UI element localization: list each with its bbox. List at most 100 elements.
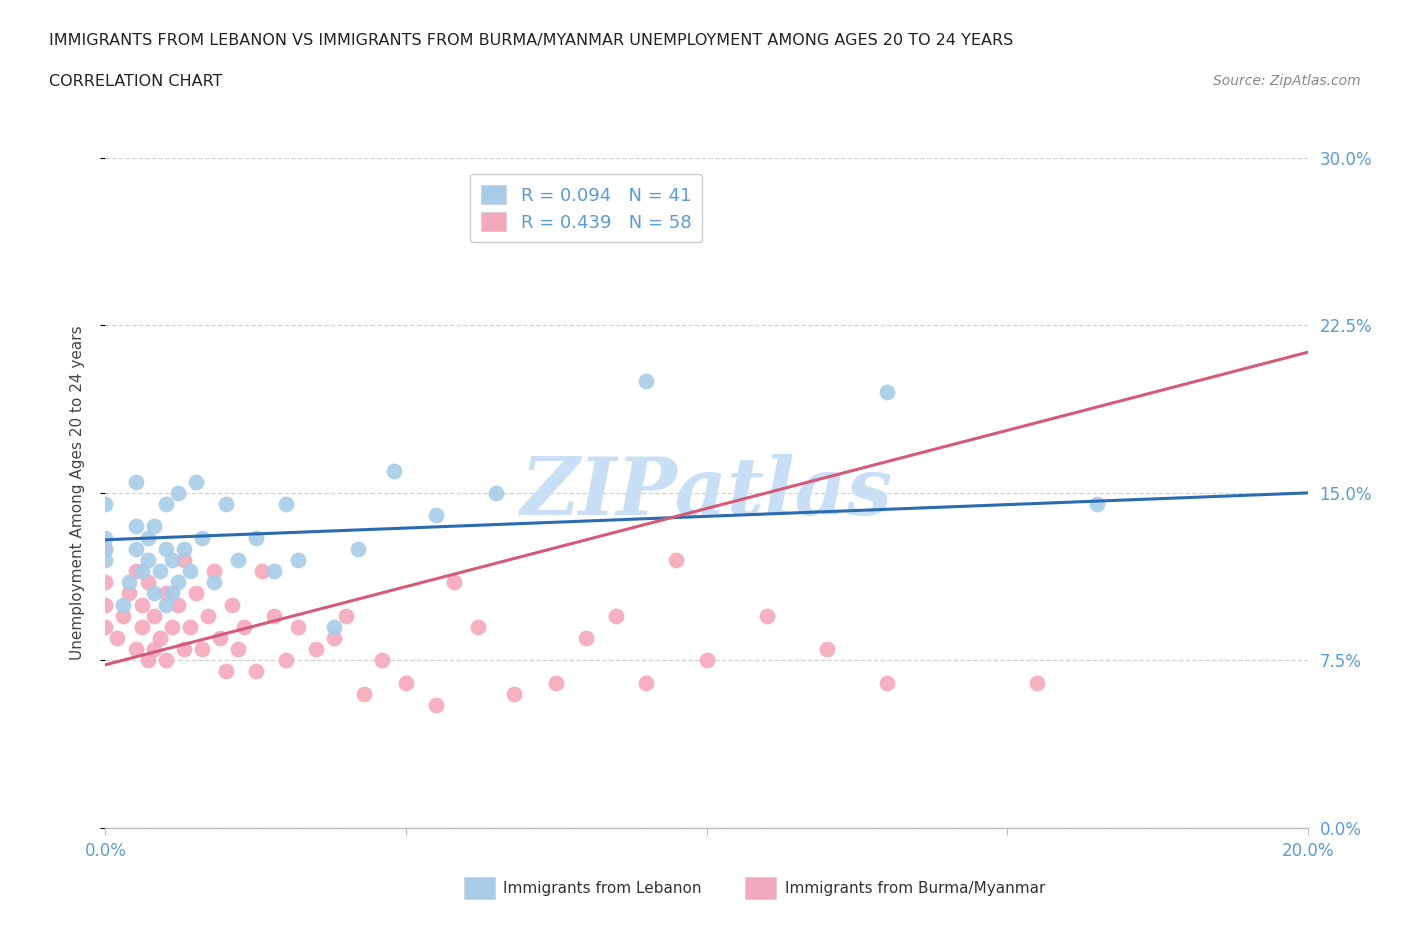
Text: CORRELATION CHART: CORRELATION CHART	[49, 74, 222, 89]
Point	[636, 675, 658, 690]
Point	[160, 586, 183, 601]
Text: IMMIGRANTS FROM LEBANON VS IMMIGRANTS FROM BURMA/MYANMAR UNEMPLOYMENT AMONG AGES: IMMIGRANTS FROM LEBANON VS IMMIGRANTS FR…	[49, 33, 1014, 47]
Point	[665, 552, 688, 567]
Point	[382, 463, 405, 478]
Point	[118, 586, 141, 601]
Point	[208, 631, 231, 645]
Point	[160, 619, 183, 634]
Point	[190, 530, 212, 545]
Point	[322, 631, 344, 645]
Point	[160, 552, 183, 567]
Point	[136, 575, 159, 590]
Point	[148, 564, 170, 578]
Point	[124, 474, 146, 489]
Point	[226, 642, 249, 657]
Point	[274, 653, 297, 668]
Point	[94, 541, 117, 556]
Point	[107, 631, 129, 645]
Point	[443, 575, 465, 590]
Point	[546, 675, 568, 690]
Point	[425, 508, 447, 523]
Point	[371, 653, 394, 668]
Point	[335, 608, 357, 623]
Point	[136, 653, 159, 668]
Point	[503, 686, 526, 701]
Point	[202, 575, 225, 590]
Point	[245, 530, 267, 545]
Point	[353, 686, 375, 701]
Point	[575, 631, 598, 645]
Point	[155, 586, 177, 601]
Point	[124, 519, 146, 534]
Point	[232, 619, 254, 634]
Point	[214, 497, 236, 512]
Point	[155, 541, 177, 556]
Point	[142, 642, 165, 657]
Point	[322, 619, 344, 634]
Point	[173, 552, 195, 567]
Point	[425, 698, 447, 712]
Point	[94, 552, 117, 567]
Point	[142, 586, 165, 601]
Point	[94, 530, 117, 545]
Point	[166, 485, 188, 500]
Point	[263, 564, 285, 578]
Point	[155, 497, 177, 512]
Point	[148, 631, 170, 645]
Point	[179, 619, 201, 634]
Point	[1085, 497, 1108, 512]
Point	[305, 642, 328, 657]
Point	[173, 642, 195, 657]
Point	[112, 608, 135, 623]
Point	[876, 385, 898, 400]
Y-axis label: Unemployment Among Ages 20 to 24 years: Unemployment Among Ages 20 to 24 years	[70, 326, 84, 660]
Legend: R = 0.094   N = 41, R = 0.439   N = 58: R = 0.094 N = 41, R = 0.439 N = 58	[470, 174, 703, 243]
Text: Immigrants from Lebanon: Immigrants from Lebanon	[503, 881, 702, 896]
Text: Immigrants from Burma/Myanmar: Immigrants from Burma/Myanmar	[785, 881, 1045, 896]
Point	[142, 519, 165, 534]
Point	[124, 642, 146, 657]
Point	[467, 619, 489, 634]
Point	[485, 485, 508, 500]
Point	[112, 597, 135, 612]
Point	[94, 597, 117, 612]
Point	[226, 552, 249, 567]
Point	[815, 642, 838, 657]
Point	[287, 552, 309, 567]
Point	[184, 474, 207, 489]
Point	[136, 530, 159, 545]
Point	[221, 597, 243, 612]
Point	[124, 564, 146, 578]
Point	[184, 586, 207, 601]
Point	[131, 564, 153, 578]
Point	[245, 664, 267, 679]
Point	[179, 564, 201, 578]
Point	[696, 653, 718, 668]
Point	[250, 564, 273, 578]
Point	[197, 608, 219, 623]
Point	[636, 374, 658, 389]
Text: Source: ZipAtlas.com: Source: ZipAtlas.com	[1213, 74, 1361, 88]
Point	[94, 541, 117, 556]
Point	[263, 608, 285, 623]
Point	[94, 619, 117, 634]
Point	[190, 642, 212, 657]
Point	[755, 608, 778, 623]
Point	[287, 619, 309, 634]
Point	[605, 608, 627, 623]
Point	[142, 608, 165, 623]
Point	[118, 575, 141, 590]
Point	[274, 497, 297, 512]
Point	[131, 619, 153, 634]
Point	[136, 552, 159, 567]
Point	[94, 575, 117, 590]
Point	[155, 653, 177, 668]
Point	[124, 541, 146, 556]
Point	[395, 675, 418, 690]
Text: ZIPatlas: ZIPatlas	[520, 454, 893, 532]
Point	[876, 675, 898, 690]
Point	[166, 597, 188, 612]
Point	[1026, 675, 1049, 690]
Point	[202, 564, 225, 578]
Point	[94, 497, 117, 512]
